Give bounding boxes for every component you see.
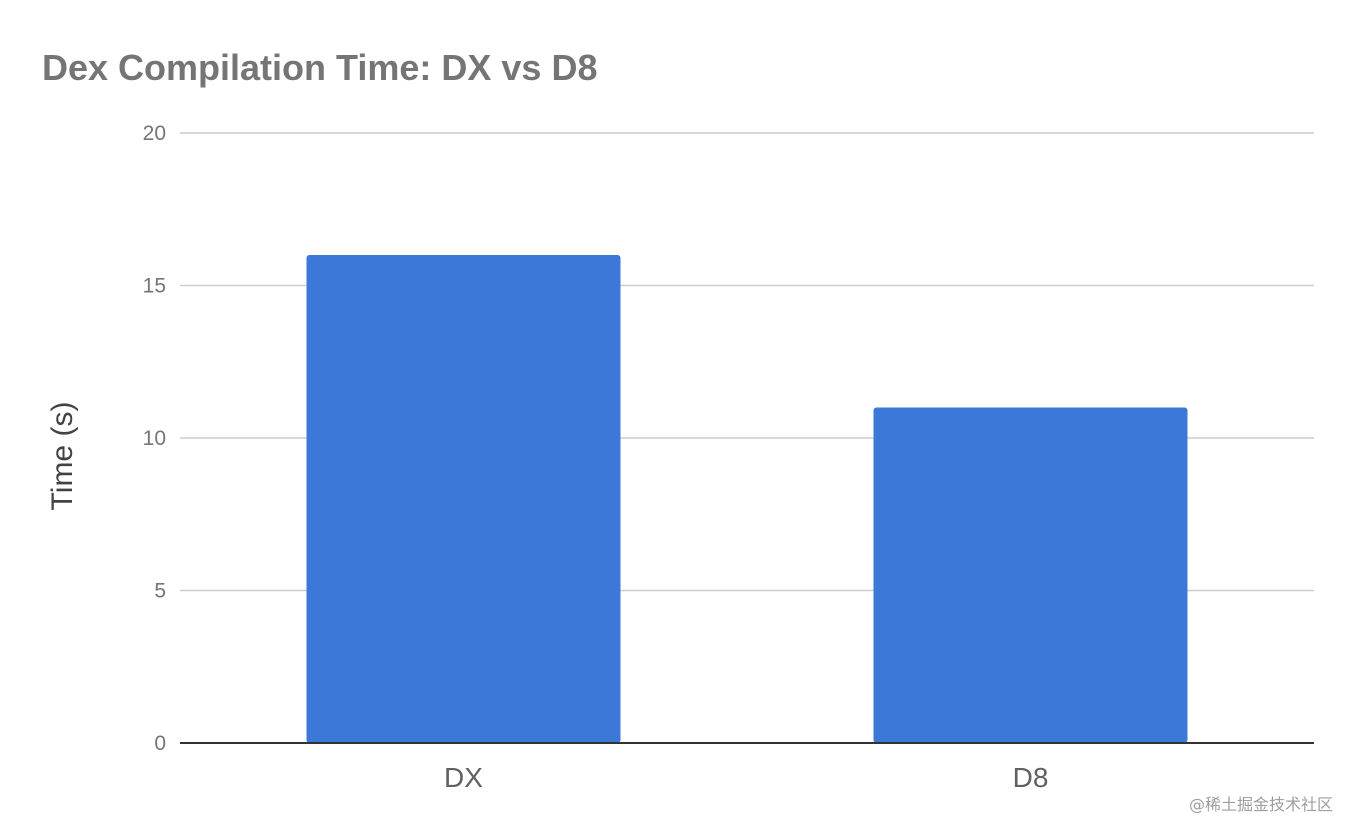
y-tick-label: 15: [143, 275, 166, 298]
y-tick-label: 5: [154, 580, 166, 603]
x-category-label: D8: [1013, 762, 1049, 793]
chart-title: Dex Compilation Time: DX vs D8: [42, 47, 597, 88]
x-category-label: DX: [444, 762, 483, 793]
y-tick-label: 20: [143, 122, 166, 145]
bar-dx: [306, 255, 621, 743]
y-tick-label: 10: [143, 427, 166, 450]
y-tick-label: 0: [154, 732, 166, 755]
bar-d8: [873, 407, 1188, 743]
y-axis-title: Time (s): [46, 402, 79, 511]
y-tick-labels: 0 5 10 15 20: [143, 122, 166, 755]
bars: [306, 255, 1188, 743]
watermark: @稀土掘金技术社区: [1189, 795, 1333, 814]
x-category-labels: DX D8: [444, 762, 1048, 793]
